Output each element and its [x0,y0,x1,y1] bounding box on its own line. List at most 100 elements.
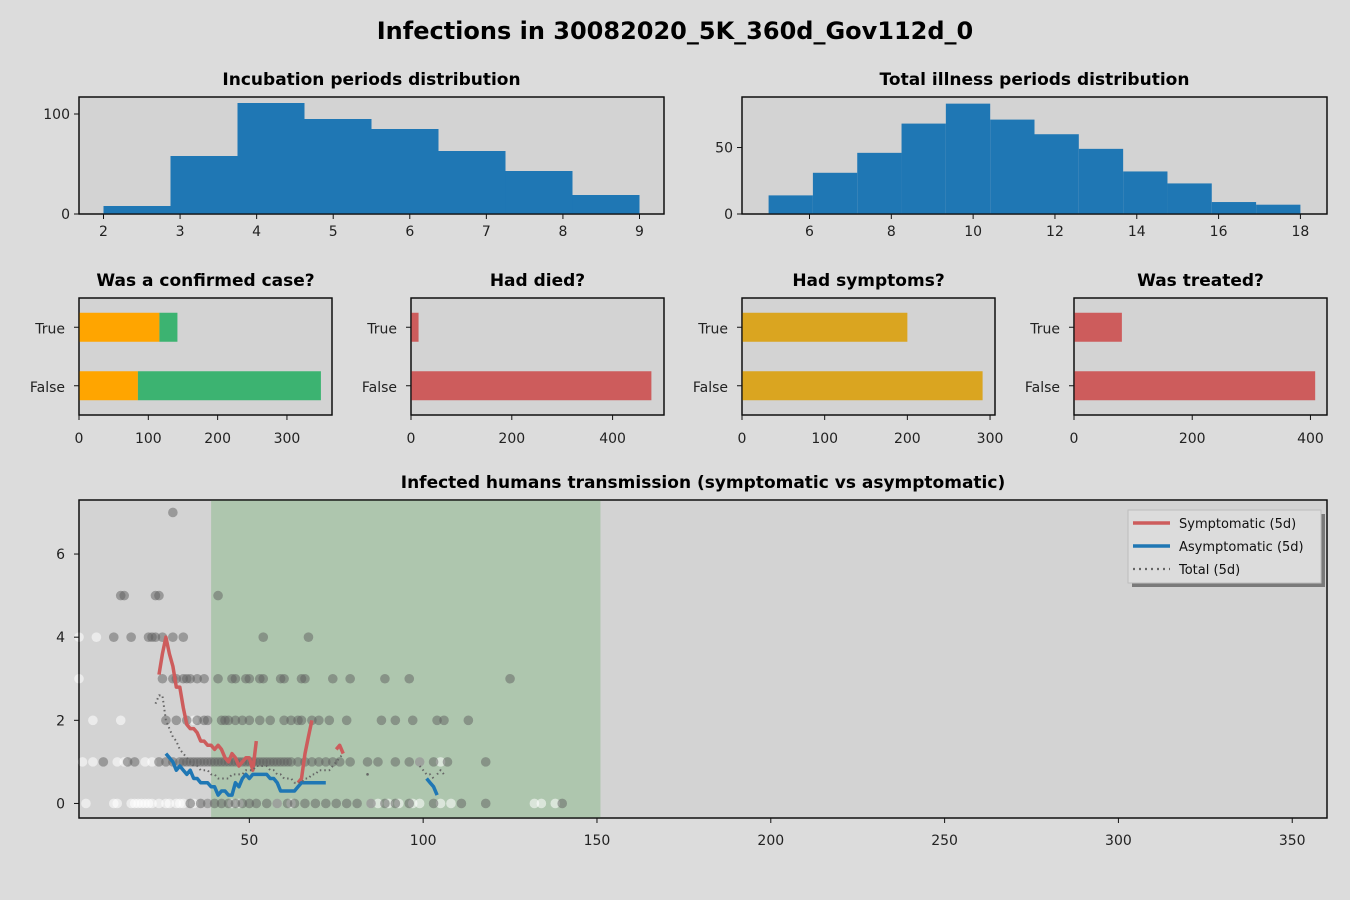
transmission-point-49 [230,715,241,726]
illness-bar-8 [1123,171,1168,214]
transmission-chart: Infected humans transmission (symptomati… [56,473,1328,849]
confirmed-title: Was a confirmed case? [96,271,314,291]
transmission-series-2-seg-3 [436,769,445,776]
transmission-point-light-23 [164,798,175,809]
transmission-point-5 [213,590,223,601]
illness-xtick-6: 18 [1291,224,1309,240]
transmission-point-4 [154,590,164,601]
transmission-point-138 [310,798,321,809]
transmission-point-41 [171,715,182,726]
transmission-point-light-13 [112,798,123,809]
confirmed-xtick-3: 300 [274,431,301,447]
illness-bar-1 [812,172,858,214]
transmission-point-36 [345,673,355,684]
symptoms-xtick-0: 0 [738,431,747,447]
treated-bar-1-0 [1074,371,1316,401]
symptoms-chart: Had symptoms? True False 0 100 200 300 [693,271,1004,447]
died-xtick-1: 200 [498,431,525,447]
transmission-point-69 [122,757,133,767]
transmission-point-67 [463,715,474,726]
transmission-point-107 [293,757,303,767]
transmission-title: Infected humans transmission (symptomati… [401,473,1005,493]
transmission-point-149 [480,798,491,809]
illness-bar-9 [1167,183,1212,214]
incubation-xtick-7: 9 [635,224,644,240]
transmission-point-141 [341,798,352,809]
incubation-bar-7 [572,195,640,214]
transmission-ytick-3: 6 [56,547,65,563]
illness-bar-7 [1078,148,1124,214]
illness-bar-2 [857,152,902,214]
incubation-xtick-2: 4 [252,224,261,240]
transmission-point-133 [261,798,272,809]
transmission-point-130 [237,798,248,809]
transmission-point-light-1 [91,632,102,642]
transmission-point-23 [199,673,209,684]
incubation-bar-4 [371,129,439,214]
transmission-point-113 [334,757,345,767]
transmission-point-128 [223,798,234,809]
confirmed-xtick-1: 100 [135,431,162,447]
transmission-point-125 [202,798,213,809]
charts-container: Incubation periods distribution 2 3 4 5 6 7 8 9 0… [30,70,1328,849]
symptoms-frame [741,297,996,416]
transmission-point-123 [185,798,196,809]
treated-frame [1073,297,1328,416]
transmission-point-52 [254,715,265,726]
transmission-point-light-21 [154,798,164,809]
treated-category-0: True [1029,321,1060,337]
transmission-point-light-6 [88,757,98,767]
treated-xtick-2: 400 [1297,431,1324,447]
transmission-point-144 [380,798,390,809]
transmission-series-0-seg-0 [157,635,259,772]
transmission-point-43 [192,715,202,726]
transmission-point-119 [414,757,425,767]
transmission-point-60 [324,715,335,726]
illness-xtick-2: 10 [964,224,982,240]
transmission-point-2 [119,590,129,601]
transmission-point-65 [432,715,442,726]
transmission-point-48 [223,715,234,726]
transmission-point-light-9 [140,757,150,767]
incubation-xtick-1: 3 [176,224,185,240]
illness-bar-10 [1211,202,1257,214]
treated-bar-0-0 [1074,312,1122,342]
transmission-point-136 [289,798,300,809]
transmission-point-150 [557,798,568,809]
illness-bar-0 [768,195,813,214]
transmission-point-117 [390,757,401,767]
transmission-point-21 [185,673,196,684]
confirmed-category-0: True [34,321,65,337]
transmission-point-35 [327,673,338,684]
transmission-point-light-11 [81,798,91,809]
symptoms-category-0: True [697,321,728,337]
transmission-point-71 [154,757,164,767]
treated-chart: Was treated? True False 0 200 400 [1025,271,1328,447]
transmission-point-61 [341,715,352,726]
incubation-xtick-4: 6 [405,224,414,240]
illness-bar-6 [1034,134,1079,214]
incubation-title: Incubation periods distribution [222,70,520,90]
transmission-point-126 [209,798,220,809]
confirmed-bar-1-1 [137,371,321,401]
transmission-xtick-3: 200 [757,833,784,849]
transmission-point-114 [345,757,355,767]
transmission-ytick-2: 4 [56,630,65,646]
died-frame [410,297,665,416]
transmission-point-40 [161,715,171,726]
transmission-point-70 [129,757,140,767]
incubation-bar-5 [438,151,506,214]
symptoms-xtick-1: 100 [811,431,838,447]
transmission-point-light-39 [435,798,446,809]
treated-category-1: False [1025,380,1060,396]
illness-bar-4 [945,103,991,214]
illness-xtick-4: 14 [1128,224,1146,240]
died-bar-0-0 [411,312,419,342]
legend-label-2: Total (5d) [1178,563,1240,578]
confirmed-bar-0-0 [79,312,160,342]
legend-label-0: Symptomatic (5d) [1179,517,1296,532]
died-bar-1-0 [411,371,652,401]
transmission-point-64 [407,715,418,726]
symptoms-bar-0-0 [742,312,908,342]
